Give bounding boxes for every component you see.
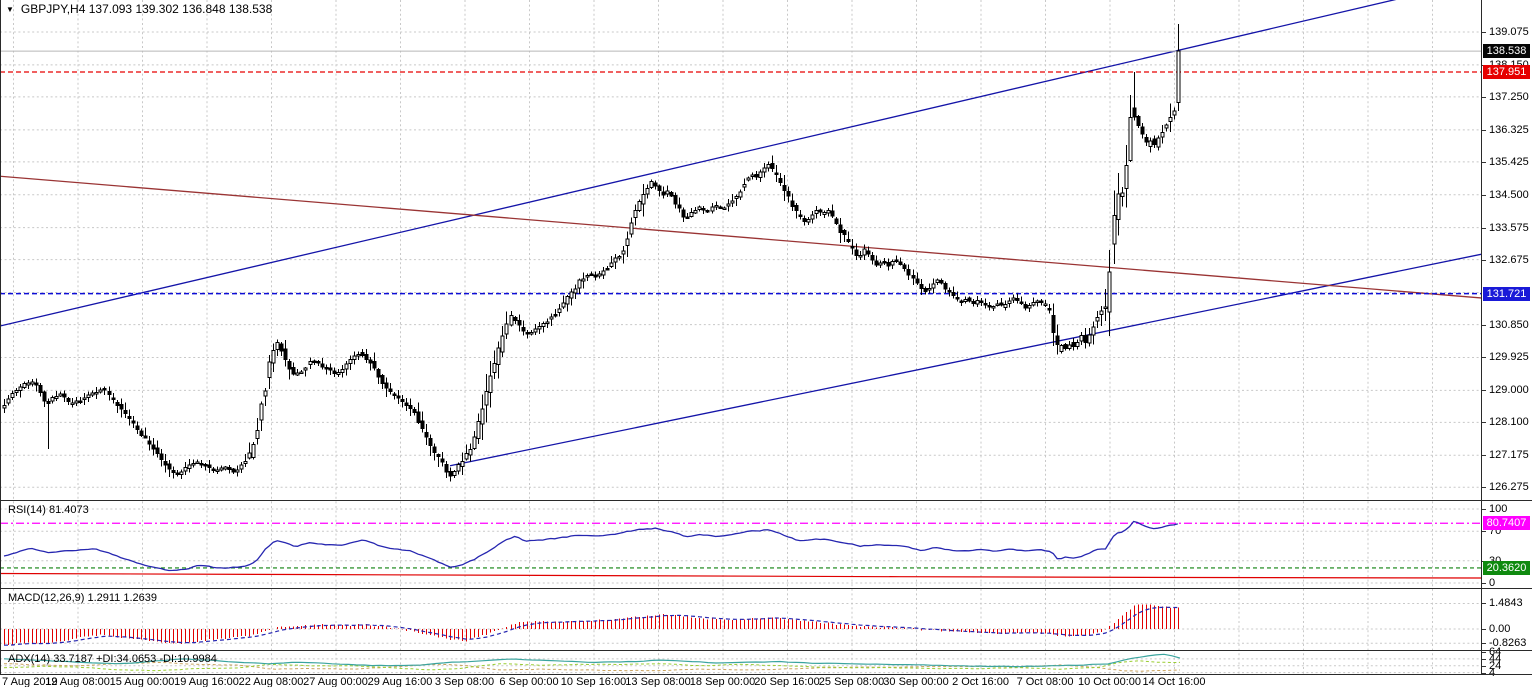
price-tick-label: 132.675 xyxy=(1489,253,1529,266)
price-tick-label: 128.100 xyxy=(1489,416,1529,429)
ascending-channel-lower xyxy=(449,253,1481,467)
macd-tick-label: 0.00 xyxy=(1489,623,1511,635)
symbol-dropdown-icon[interactable]: ▼ xyxy=(6,5,14,14)
time-axis-label: 18 Sep 00:00 xyxy=(689,676,756,687)
time-axis-label: 30 Sep 00:00 xyxy=(883,676,949,687)
price-tick-label: 136.325 xyxy=(1489,123,1529,136)
price-tick-label: 126.275 xyxy=(1489,481,1529,494)
price-tick-label: 130.850 xyxy=(1489,318,1529,331)
time-axis-label: 14 Oct 16:00 xyxy=(1142,676,1206,687)
adx-pane-label: ADX(14) 33.7187 +DI:34.0653 -DI:10.9984 xyxy=(8,653,217,665)
chart-title-bar: ▼ GBPJPY,H4 137.093 139.302 136.848 138.5… xyxy=(6,2,272,16)
gridlines xyxy=(0,0,1481,674)
time-axis-label: 10 Sep 16:00 xyxy=(560,676,627,687)
rsi-lower-badge: 20.3620 xyxy=(1483,560,1530,575)
price-tick-label: 137.250 xyxy=(1489,90,1529,103)
macd-tick-label: -0.8263 xyxy=(1489,637,1527,650)
time-axis-label: 13 Sep 08:00 xyxy=(625,676,691,687)
time-axis-label: 19 Aug 16:00 xyxy=(174,676,239,687)
time-axis-label: 29 Aug 16:00 xyxy=(367,676,433,687)
time-axis-label: 6 Sep 00:00 xyxy=(499,676,559,687)
price-tick-label: 133.575 xyxy=(1489,221,1529,234)
separator-main-rsi[interactable] xyxy=(0,500,1532,501)
macd-signal-line xyxy=(3,606,1178,646)
adx-pane xyxy=(3,653,1181,672)
rsi-pane xyxy=(0,520,1481,579)
time-axis-label: 25 Sep 08:00 xyxy=(818,676,885,687)
macd-pane-label: MACD(12,26,9) 1.2911 1.2639 xyxy=(8,592,157,604)
price-tick-label: 134.500 xyxy=(1489,188,1529,201)
adx-main-line xyxy=(3,653,1181,668)
candlesticks xyxy=(2,23,1181,482)
support-level-badge: 131.721 xyxy=(1483,286,1530,301)
macd-tick-label: 1.4843 xyxy=(1489,597,1523,610)
rsi-line xyxy=(3,520,1178,572)
price-tick-label: 129.000 xyxy=(1489,384,1529,397)
time-axis-label: 3 Sep 08:00 xyxy=(434,676,495,687)
separator-macd-adx[interactable] xyxy=(0,650,1532,651)
time-axis-label: 10 Oct 00:00 xyxy=(1078,676,1141,687)
time-axis-label: 15 Aug 00:00 xyxy=(109,676,175,687)
price-tick-label: 139.075 xyxy=(1489,26,1529,38)
price-tick-label: 135.425 xyxy=(1489,155,1529,168)
separator-adx-timeline xyxy=(0,674,1532,675)
rsi-red-support-line xyxy=(0,572,1481,579)
time-axis-label: 27 Aug 00:00 xyxy=(303,676,368,687)
ask-price-badge: 137.951 xyxy=(1483,64,1530,79)
time-axis-label: 20 Sep 16:00 xyxy=(754,676,820,687)
price-tick-label: 127.175 xyxy=(1489,449,1529,462)
chart-title: GBPJPY,H4 137.093 139.302 136.848 138.53… xyxy=(20,2,273,16)
time-axis-label: 7 Aug 2019 xyxy=(2,676,58,687)
separator-rsi-macd[interactable] xyxy=(0,588,1532,589)
time-axis-label: 12 Aug 08:00 xyxy=(45,676,110,687)
rsi-tick-label: 0 xyxy=(1489,577,1496,589)
price-axis-border xyxy=(1481,0,1482,675)
ascending-channel-upper xyxy=(0,0,1397,327)
macd-histogram xyxy=(4,604,1179,645)
adx-tick-labels: 64 44 24 4 xyxy=(1489,646,1502,679)
time-axis-label: 7 Oct 08:00 xyxy=(1016,676,1074,687)
rsi-pane-label: RSI(14) 81.4073 xyxy=(8,504,89,516)
rsi-tick-label: 100 xyxy=(1489,503,1508,515)
time-axis-label: 22 Aug 08:00 xyxy=(238,676,304,687)
descending-resistance xyxy=(0,175,1481,299)
main-price-pane xyxy=(0,0,1481,482)
current-price-badge: 138.538 xyxy=(1483,44,1530,59)
time-axis-label: 2 Oct 16:00 xyxy=(952,676,1009,687)
left-border xyxy=(0,0,1,675)
adx-plus-di-line xyxy=(3,660,1181,672)
macd-pane xyxy=(3,604,1179,646)
rsi-upper-badge: 80.7407 xyxy=(1483,516,1530,531)
price-tick-label: 129.925 xyxy=(1489,351,1529,364)
